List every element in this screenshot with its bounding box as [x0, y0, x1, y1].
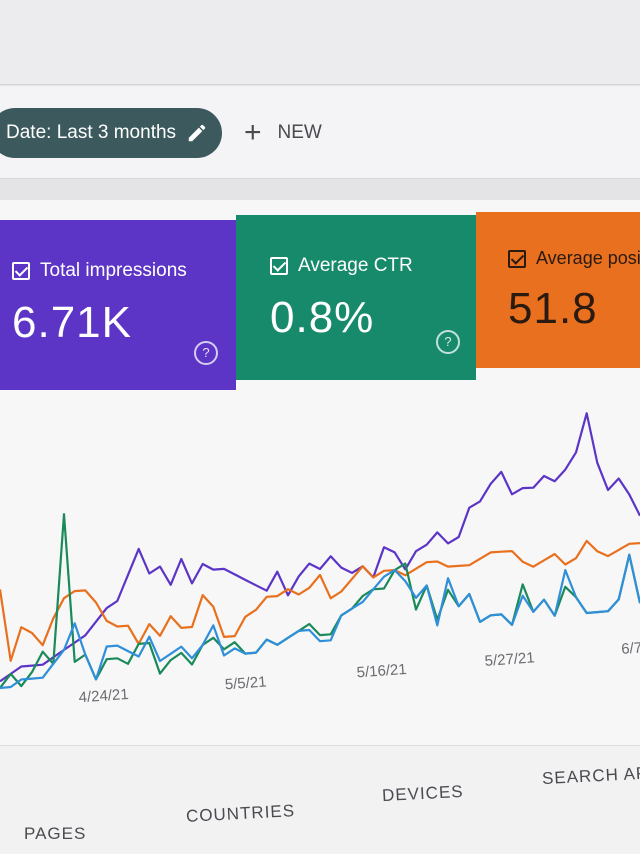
tab-pages[interactable]: PAGES: [24, 824, 87, 843]
metric-label: Total impressions: [40, 260, 187, 281]
x-tick-label: 5/5/21: [224, 673, 267, 693]
metric-card-impressions[interactable]: Total impressions 6.71K ?: [0, 220, 236, 390]
metric-label: Average positi: [536, 248, 640, 268]
new-filter-button[interactable]: + NEW: [244, 112, 322, 154]
pencil-icon: [186, 122, 208, 144]
metric-label-row: Average CTR: [270, 255, 413, 277]
filter-toolbar: Date: Last 3 months + NEW: [0, 86, 640, 179]
metric-value: 51.8: [508, 284, 598, 333]
checkbox-icon: [508, 249, 526, 268]
metric-label-row: Total impressions: [12, 260, 187, 282]
new-filter-label: NEW: [277, 122, 322, 143]
x-tick-label: 5/27/21: [484, 649, 535, 669]
performance-chart: 4/24/21 5/5/21 5/16/21 5/27/21 6/7: [0, 412, 640, 706]
tab-countries[interactable]: COUNTRIES: [185, 801, 296, 826]
help-icon[interactable]: ?: [436, 330, 460, 354]
x-tick-label: 4/24/21: [78, 686, 129, 706]
checkbox-icon: [270, 257, 288, 275]
metric-value: 0.8%: [270, 293, 375, 342]
x-tick-label: 6/7: [621, 639, 640, 657]
date-filter-chip[interactable]: Date: Last 3 months: [0, 108, 222, 158]
metric-value: 6.71K: [12, 298, 132, 347]
checkbox-icon: [12, 262, 30, 280]
performance-panel: Total impressions 6.71K ? Average CTR 0.…: [0, 200, 640, 853]
help-icon[interactable]: ?: [194, 341, 218, 365]
x-tick-label: 5/16/21: [356, 661, 407, 681]
series-line-0: [0, 412, 640, 683]
dimension-tabs: PAGES COUNTRIES DEVICES SEARCH APP: [0, 745, 640, 854]
series-line-3: [0, 553, 640, 690]
app-header: [0, 0, 640, 85]
tab-devices[interactable]: DEVICES: [381, 781, 465, 806]
date-filter-label: Date: Last 3 months: [6, 122, 177, 143]
metric-card-position[interactable]: Average positi 51.8: [476, 212, 640, 368]
tab-search-appearance[interactable]: SEARCH APP: [541, 762, 640, 789]
metric-label: Average CTR: [298, 255, 413, 276]
plus-icon: +: [244, 116, 262, 149]
metric-card-ctr[interactable]: Average CTR 0.8% ?: [236, 215, 476, 380]
metric-label-row: Average positi: [508, 248, 640, 269]
series-line-1: [0, 539, 640, 662]
